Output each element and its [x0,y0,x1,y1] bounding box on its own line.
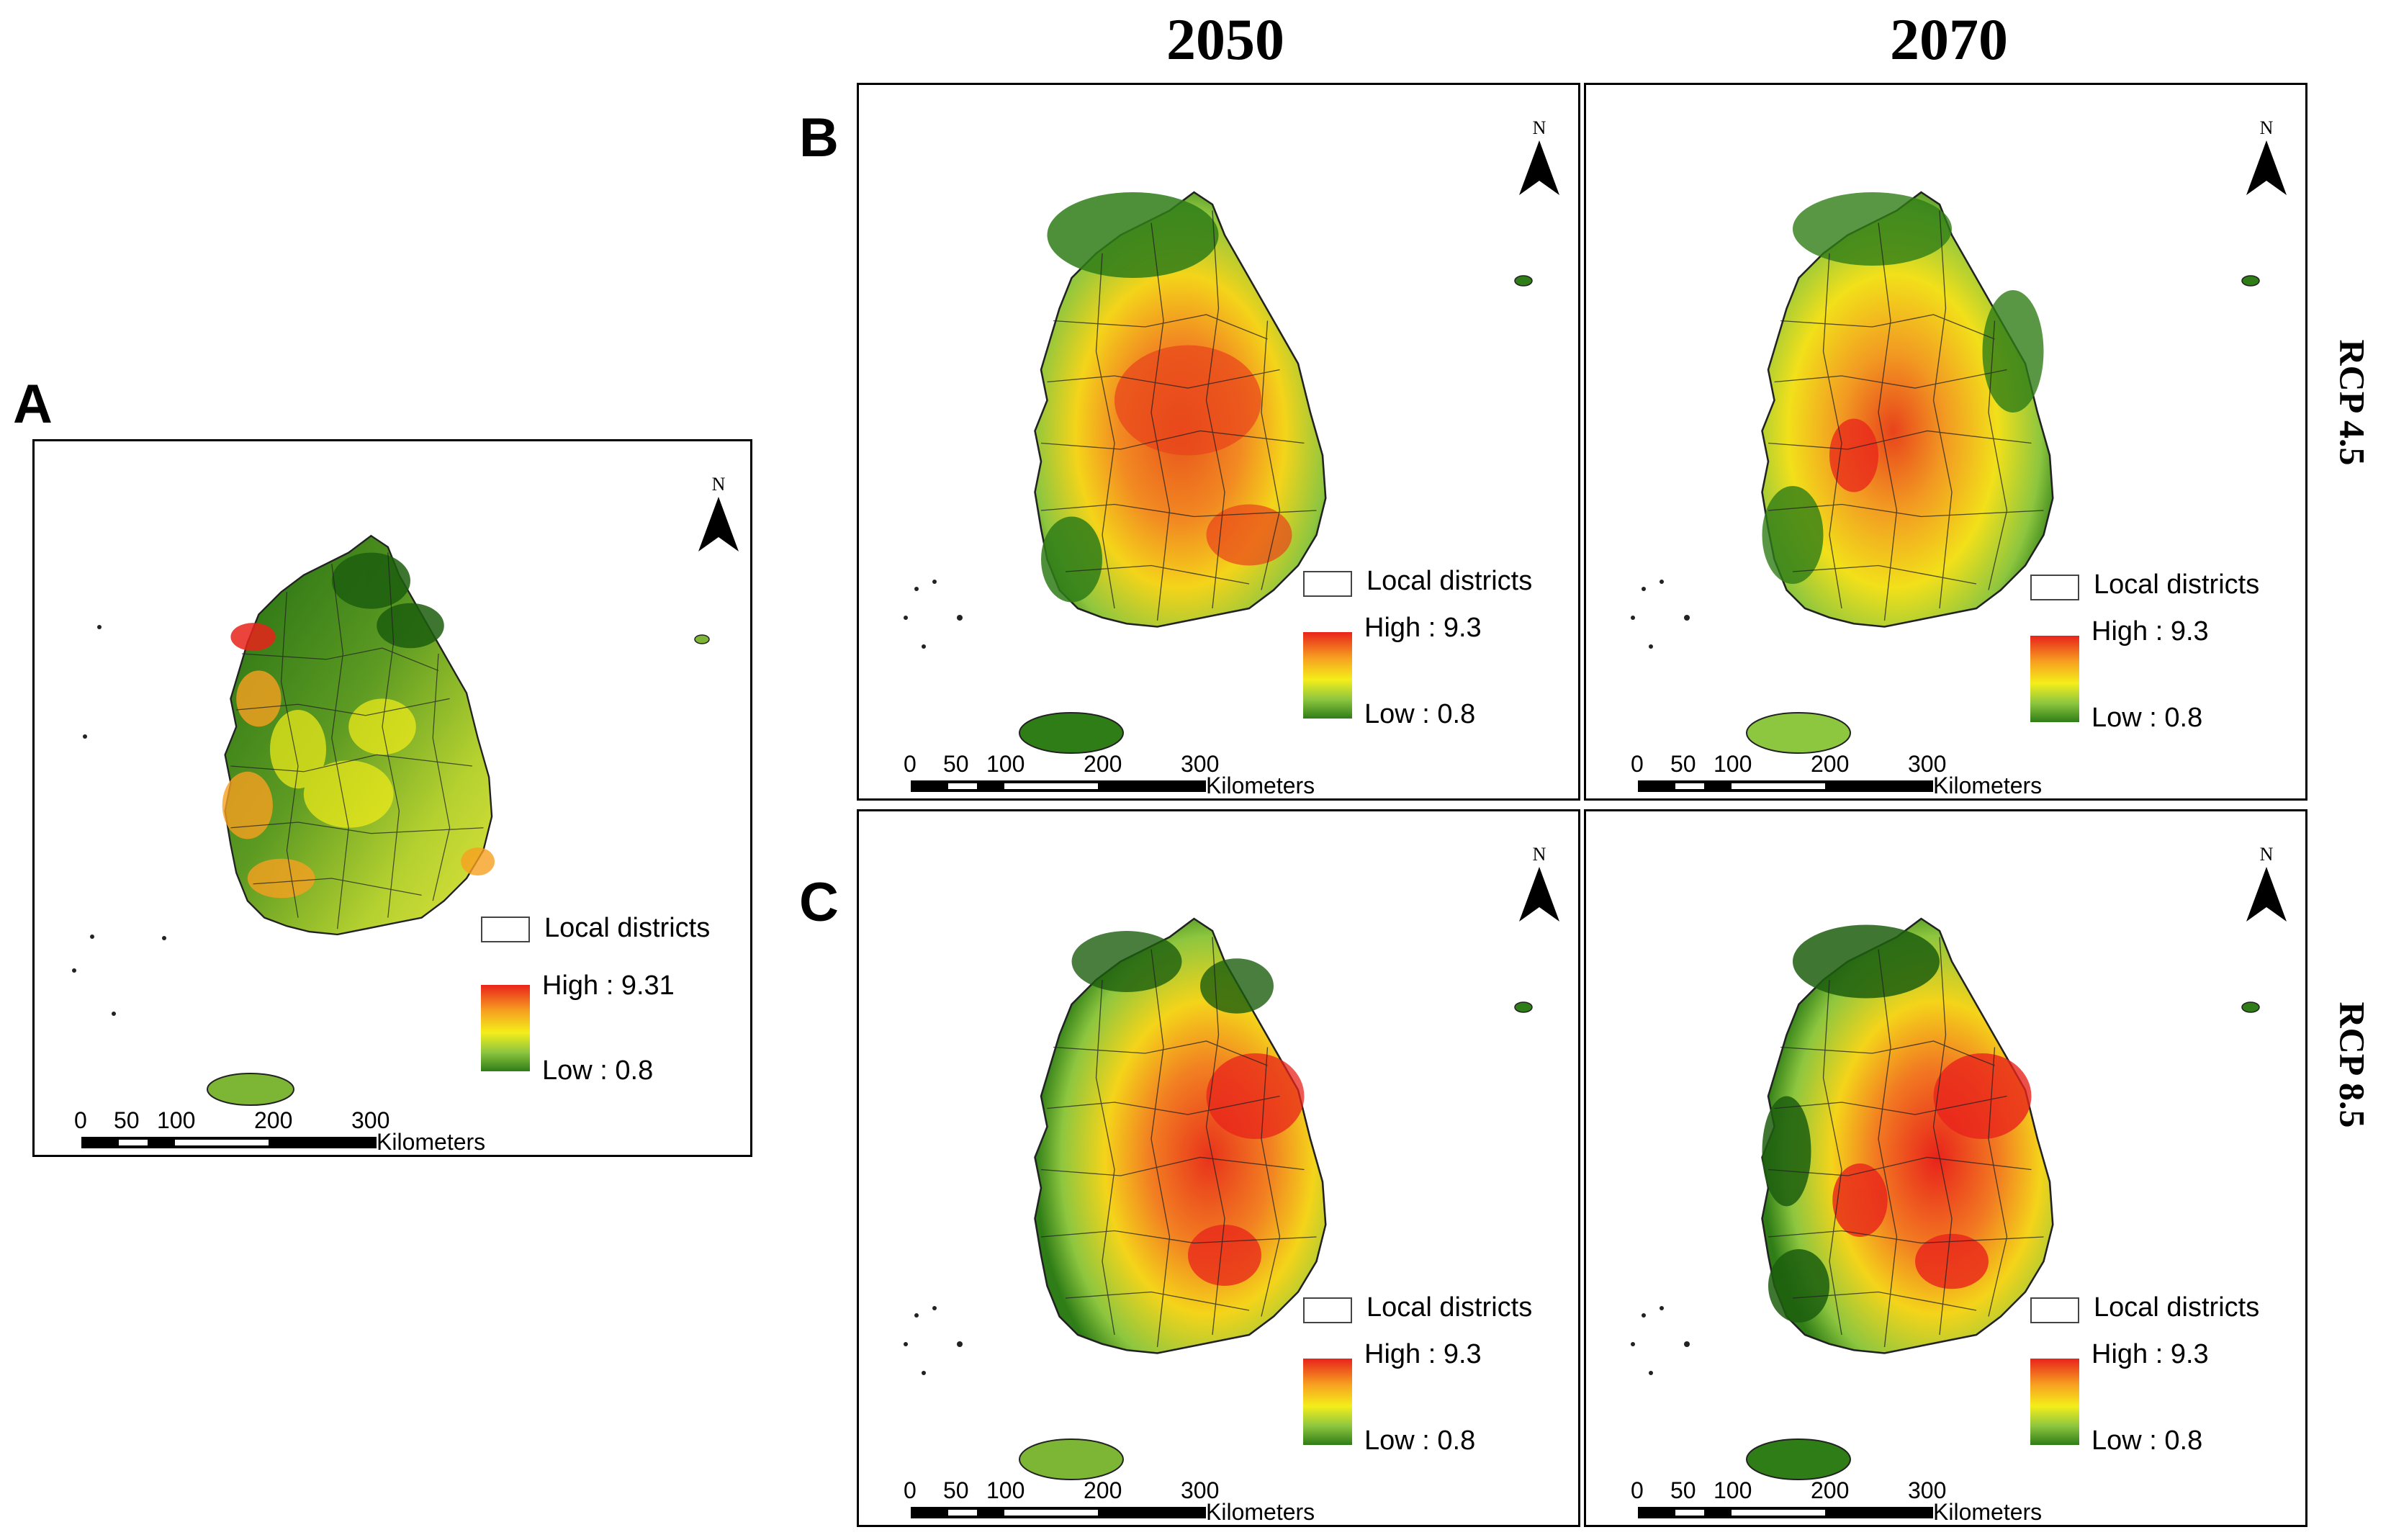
legend-districts-swatch [1303,1297,1352,1323]
legend-districts-swatch [1303,571,1352,597]
legend-low: Low : 0.8 [1364,699,1476,729]
scale-tick-0: 0 [1631,1477,1644,1503]
scale-tick-200: 200 [1084,1477,1122,1503]
legend-low: Low : 0.8 [1364,1426,1476,1456]
legend-low: Low : 0.8 [542,1055,654,1086]
north-arrow-a: N [697,474,740,557]
north-label: N [711,474,726,495]
panel-label-b: B [799,107,839,168]
map-panel-a: N Local districts High : 9.31 Low : 0.8 … [32,439,752,1157]
map-panel-b-2070: N Local districts High : 9.3 Low : 0.8 0… [1584,83,2307,801]
legend-districts-label: Local districts [2094,569,2260,600]
scale-unit: Kilometers [1206,1499,1315,1525]
jeju-island-a [207,1073,294,1106]
legend-color-ramp [2030,636,2079,722]
legend-districts-swatch [2030,1297,2079,1323]
row-label-rcp85: RCP 8.5 [2332,1001,2373,1128]
scale-tick-200: 200 [1811,751,1850,777]
panel-label-c: C [799,872,839,933]
scale-tick-200: 200 [254,1107,293,1133]
scale-tick-50: 50 [1670,1477,1696,1503]
scale-tick-100: 100 [986,751,1025,777]
scale-tick-300: 300 [1908,1477,1947,1503]
legend-districts-label: Local districts [1366,566,1533,596]
scale-unit: Kilometers [377,1129,486,1155]
scale-unit: Kilometers [1933,773,2043,798]
korea-map-b-2050 [904,191,1533,754]
legend-high: High : 9.3 [1364,1339,1482,1369]
scale-tick-50: 50 [114,1107,140,1133]
legend-districts-label: Local districts [2094,1292,2260,1323]
scale-tick-100: 100 [1714,1477,1752,1503]
north-arrow-c2070: N [2245,844,2288,927]
legend-districts-swatch [481,917,530,942]
north-arrow-icon [2246,140,2287,195]
column-header-2050: 2050 [1166,6,1284,72]
north-arrow-c2050: N [1518,844,1561,927]
north-arrow-b2050: N [1518,117,1561,200]
scale-tick-100: 100 [157,1107,196,1133]
scale-tick-0: 0 [904,751,917,777]
north-arrow-icon [698,497,739,551]
legend-low: Low : 0.8 [2091,703,2203,733]
column-header-2070: 2070 [1890,6,2008,72]
north-label: N [1532,844,1546,865]
legend-districts-label: Local districts [544,913,711,943]
legend-color-ramp [1303,1359,1352,1445]
legend-low: Low : 0.8 [2091,1426,2203,1456]
legend-high: High : 9.3 [2091,1339,2209,1369]
scale-tick-0: 0 [1631,751,1644,777]
korea-map-c-2050 [904,917,1533,1480]
hotspot-northwest [230,623,276,652]
north-arrow-icon [1519,140,1559,195]
north-label: N [1532,117,1546,138]
scale-tick-300: 300 [1181,1477,1220,1503]
korea-map-a [72,535,710,1106]
scale-bar [81,1137,377,1148]
scale-tick-50: 50 [943,1477,969,1503]
legend-color-ramp [481,985,530,1071]
legend-color-ramp [1303,632,1352,719]
scale-unit: Kilometers [1933,1499,2043,1525]
scale-tick-200: 200 [1811,1477,1850,1503]
scale-bar [1638,1507,1933,1518]
north-arrow-b2070: N [2245,117,2288,200]
scale-tick-200: 200 [1084,751,1122,777]
north-label: N [2259,117,2274,138]
scale-tick-0: 0 [74,1107,87,1133]
scale-bar [911,780,1206,792]
north-label: N [2259,844,2274,865]
korea-map-b-2070 [1631,191,2260,754]
legend-high: High : 9.3 [1364,613,1482,643]
scale-tick-300: 300 [351,1107,390,1133]
scale-tick-50: 50 [943,751,969,777]
legend-districts-swatch [2030,575,2079,600]
row-label-rcp45: RCP 4.5 [2332,339,2373,466]
legend-high: High : 9.3 [2091,616,2209,647]
north-arrow-icon [1519,867,1559,922]
scale-unit: Kilometers [1206,773,1315,798]
legend-color-ramp [2030,1359,2079,1445]
map-panel-b-2050: N Local districts High : 9.3 Low : 0.8 0… [857,83,1580,801]
map-panel-c-2070: N Local districts High : 9.3 Low : 0.8 0… [1584,809,2307,1527]
north-arrow-icon [2246,867,2287,922]
scale-tick-300: 300 [1181,751,1220,777]
map-panel-c-2050: N Local districts High : 9.3 Low : 0.8 0… [857,809,1580,1527]
korea-map-c-2070 [1631,917,2260,1480]
scale-bar [911,1507,1206,1518]
legend-districts-label: Local districts [1366,1292,1533,1323]
scale-tick-0: 0 [904,1477,917,1503]
panel-label-a: A [13,374,53,435]
scale-tick-100: 100 [986,1477,1025,1503]
legend-high: High : 9.31 [542,971,675,1001]
scale-bar [1638,780,1933,792]
scale-tick-300: 300 [1908,751,1947,777]
scale-tick-100: 100 [1714,751,1752,777]
scale-tick-50: 50 [1670,751,1696,777]
